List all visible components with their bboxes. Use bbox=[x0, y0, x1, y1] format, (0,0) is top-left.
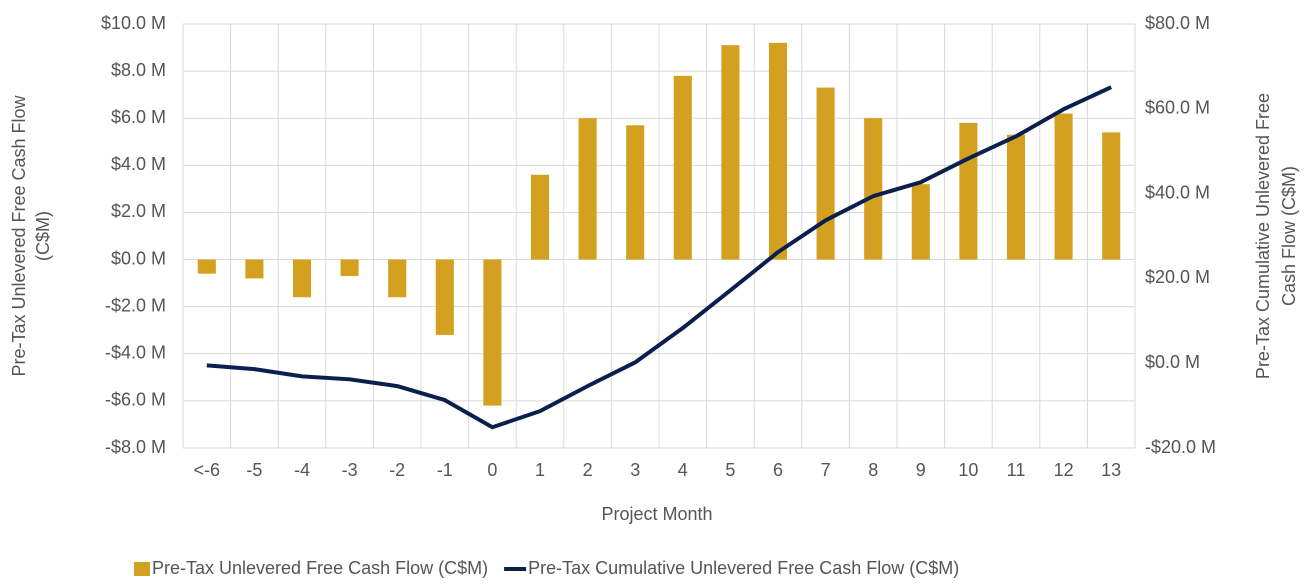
y-tick-label: -$2.0 M bbox=[105, 295, 166, 315]
x-tick-label: <-6 bbox=[194, 460, 221, 480]
x-tick-label: 12 bbox=[1054, 460, 1074, 480]
legend-swatch bbox=[134, 562, 150, 576]
x-tick-label: -4 bbox=[294, 460, 310, 480]
y2-tick-label: $40.0 M bbox=[1145, 182, 1210, 202]
bar bbox=[816, 87, 835, 260]
y2-tick-label: $20.0 M bbox=[1145, 267, 1210, 287]
bar bbox=[245, 259, 264, 279]
x-tick-label: 11 bbox=[1007, 460, 1026, 480]
x-tick-label: -5 bbox=[246, 460, 262, 480]
y-tick-label: -$4.0 M bbox=[105, 343, 166, 363]
bar bbox=[530, 174, 550, 260]
bar bbox=[721, 45, 740, 260]
bar bbox=[340, 259, 359, 277]
x-tick-label: 1 bbox=[535, 460, 545, 480]
y2-tick-label: $60.0 M bbox=[1145, 98, 1210, 118]
y-axis-title: (C$M) bbox=[33, 211, 53, 261]
y-tick-label: -$8.0 M bbox=[105, 437, 166, 457]
x-tick-label: 4 bbox=[678, 460, 688, 480]
x-tick-label: -3 bbox=[342, 460, 358, 480]
x-tick-label: 5 bbox=[725, 460, 735, 480]
bar bbox=[626, 125, 645, 260]
x-tick-label: 10 bbox=[958, 460, 978, 480]
y-tick-label: $10.0 M bbox=[101, 13, 166, 33]
bar bbox=[197, 259, 216, 274]
x-tick-label: 0 bbox=[487, 460, 497, 480]
x-tick-label: -2 bbox=[389, 460, 405, 480]
bar bbox=[435, 259, 454, 335]
x-tick-label: 2 bbox=[583, 460, 593, 480]
y-tick-label: $4.0 M bbox=[111, 154, 166, 174]
y-tick-label: $2.0 M bbox=[111, 201, 166, 221]
y-tick-label: $6.0 M bbox=[111, 107, 166, 127]
x-tick-label: 13 bbox=[1101, 460, 1121, 480]
y-axis-title: Pre-Tax Unlevered Free Cash Flow bbox=[9, 94, 29, 376]
bar bbox=[959, 122, 978, 260]
bar bbox=[673, 75, 692, 260]
bar bbox=[1054, 113, 1073, 260]
x-tick-label: 8 bbox=[868, 460, 878, 480]
bar bbox=[388, 259, 407, 298]
bar bbox=[1006, 134, 1026, 260]
line bbox=[206, 85, 1113, 430]
bar bbox=[578, 118, 597, 260]
bar bbox=[911, 184, 930, 260]
y2-axis-title: Cash Flow (C$M) bbox=[1279, 166, 1299, 306]
y2-tick-label: -$20.0 M bbox=[1145, 437, 1216, 457]
x-tick-label: -1 bbox=[437, 460, 453, 480]
x-tick-label: 3 bbox=[630, 460, 640, 480]
bar bbox=[1102, 132, 1121, 260]
bar bbox=[292, 259, 312, 298]
y2-tick-label: $80.0 M bbox=[1145, 13, 1210, 33]
y2-tick-label: $0.0 M bbox=[1145, 352, 1200, 372]
bar bbox=[483, 259, 502, 406]
y-tick-label: -$6.0 M bbox=[105, 390, 166, 410]
x-tick-label: 7 bbox=[821, 460, 831, 480]
bar bbox=[768, 42, 788, 260]
x-tick-label: 6 bbox=[773, 460, 783, 480]
legend-label: Pre-Tax Unlevered Free Cash Flow (C$M) bbox=[152, 558, 488, 578]
x-tick-label: 9 bbox=[916, 460, 926, 480]
y-tick-label: $8.0 M bbox=[111, 60, 166, 80]
y2-axis-title: Pre-Tax Cumulative Unlevered Free bbox=[1253, 93, 1273, 379]
bar bbox=[864, 118, 883, 260]
x-axis-title: Project Month bbox=[601, 504, 712, 524]
y-tick-label: $0.0 M bbox=[111, 248, 166, 268]
legend-label: Pre-Tax Cumulative Unlevered Free Cash F… bbox=[528, 558, 959, 578]
